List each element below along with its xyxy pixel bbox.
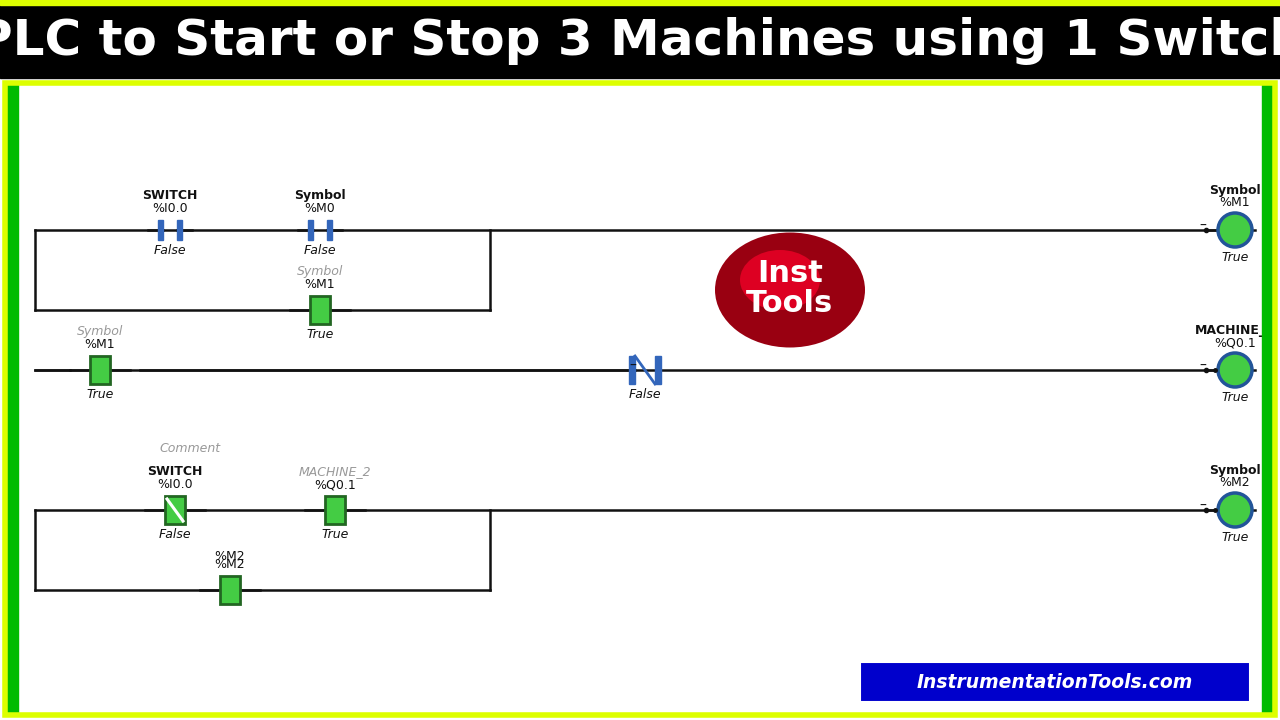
Bar — [326, 220, 332, 240]
Text: –: – — [1199, 219, 1207, 233]
Text: Symbol: Symbol — [1210, 464, 1261, 477]
Text: True: True — [86, 388, 114, 401]
Bar — [220, 576, 241, 604]
Text: %Q0.1: %Q0.1 — [1215, 336, 1256, 349]
Text: Comment: Comment — [160, 442, 220, 455]
Text: Symbol: Symbol — [294, 189, 346, 202]
Bar — [165, 496, 186, 524]
Text: False: False — [303, 244, 337, 257]
Text: Symbol: Symbol — [77, 325, 123, 338]
Text: SWITCH: SWITCH — [142, 189, 197, 202]
Text: True: True — [1221, 251, 1249, 264]
Text: True: True — [1221, 531, 1249, 544]
Text: %I0.0: %I0.0 — [157, 478, 193, 491]
Text: Tools: Tools — [746, 289, 833, 318]
Text: MACHINE_2: MACHINE_2 — [1196, 324, 1275, 337]
Bar — [0, 78, 1280, 720]
Bar — [1262, 83, 1275, 715]
Text: Inst: Inst — [756, 259, 823, 289]
Bar — [308, 220, 314, 240]
Text: %M1: %M1 — [1220, 196, 1251, 209]
Text: –: – — [630, 359, 636, 373]
Text: –: – — [1199, 359, 1207, 373]
Text: False: False — [159, 528, 191, 541]
Bar — [5, 83, 1275, 715]
Text: Symbol: Symbol — [297, 265, 343, 278]
Text: %M0: %M0 — [305, 202, 335, 215]
Circle shape — [1219, 493, 1252, 527]
Text: True: True — [306, 328, 334, 341]
Text: –: – — [1199, 499, 1207, 513]
Text: %M2: %M2 — [215, 558, 246, 571]
Bar — [177, 220, 182, 240]
Text: SWITCH: SWITCH — [147, 465, 202, 478]
Text: PLC to Start or Stop 3 Machines using 1 Switch: PLC to Start or Stop 3 Machines using 1 … — [0, 17, 1280, 65]
Circle shape — [1219, 213, 1252, 247]
Ellipse shape — [716, 233, 865, 348]
Bar — [628, 356, 635, 384]
Text: True: True — [321, 528, 348, 541]
Text: %Q0.1: %Q0.1 — [314, 478, 356, 491]
Text: %M2: %M2 — [215, 550, 246, 563]
Bar — [325, 496, 346, 524]
Bar — [860, 662, 1251, 702]
Text: True: True — [1221, 391, 1249, 404]
Text: %M1: %M1 — [305, 278, 335, 291]
Text: Symbol: Symbol — [1210, 184, 1261, 197]
Circle shape — [1219, 353, 1252, 387]
Text: %I0.0: %I0.0 — [152, 202, 188, 215]
Bar — [0, 5, 1280, 78]
Text: False: False — [628, 388, 662, 401]
Bar — [5, 83, 18, 715]
Text: False: False — [154, 244, 187, 257]
Bar — [157, 220, 163, 240]
Text: InstrumentationTools.com: InstrumentationTools.com — [916, 672, 1193, 691]
Text: MACHINE_2: MACHINE_2 — [298, 465, 371, 478]
Ellipse shape — [740, 250, 820, 310]
Text: %M2: %M2 — [1220, 476, 1251, 489]
Bar — [90, 356, 110, 384]
Text: %M1: %M1 — [84, 338, 115, 351]
Bar — [310, 296, 330, 324]
Bar — [0, 0, 1280, 5]
Bar — [655, 356, 660, 384]
